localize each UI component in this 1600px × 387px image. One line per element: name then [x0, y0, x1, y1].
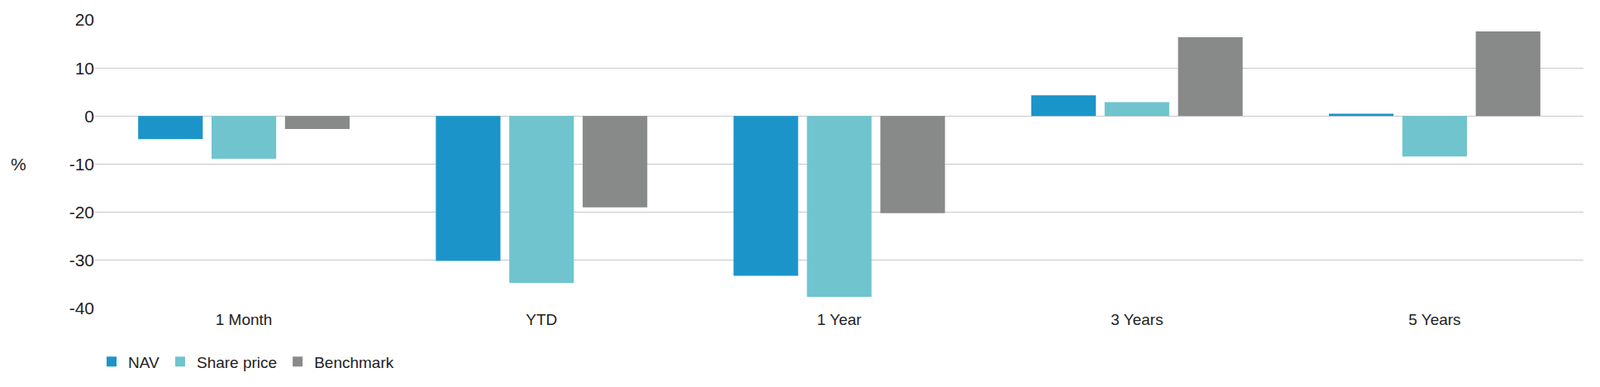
svg-text:0: 0: [84, 106, 95, 126]
svg-text:10: 10: [75, 58, 95, 78]
svg-text:1 Month: 1 Month: [215, 310, 273, 329]
svg-text:NAV: NAV: [128, 353, 160, 372]
svg-text:%: %: [10, 154, 27, 174]
svg-text:1 Year: 1 Year: [817, 310, 863, 329]
svg-text:YTD: YTD: [525, 310, 558, 329]
svg-text:-20: -20: [69, 202, 95, 222]
svg-text:-30: -30: [69, 250, 95, 270]
svg-text:-40: -40: [69, 298, 95, 318]
svg-text:5 Years: 5 Years: [1408, 310, 1461, 329]
svg-text:Benchmark: Benchmark: [314, 353, 395, 372]
svg-text:Share price: Share price: [196, 353, 277, 372]
svg-text:3 Years: 3 Years: [1110, 310, 1163, 329]
svg-text:-10: -10: [69, 154, 95, 174]
svg-text:20: 20: [75, 9, 95, 29]
